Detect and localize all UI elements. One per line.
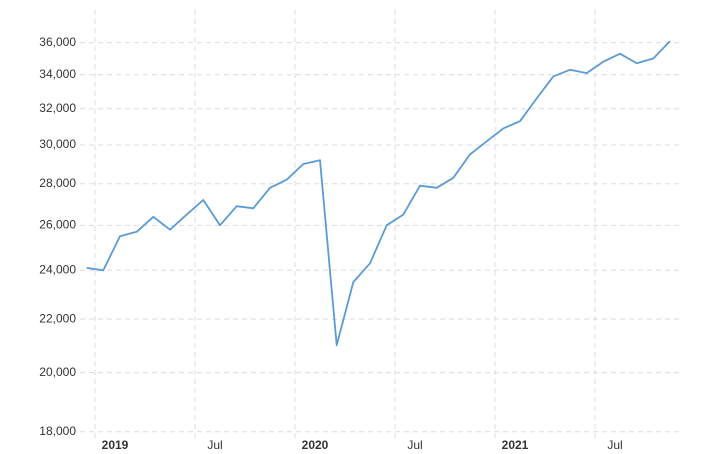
y-tick-label: 34,000	[39, 67, 76, 81]
y-tick-label: 18,000	[39, 424, 76, 438]
x-tick-label: 2020	[302, 438, 329, 452]
y-tick-label: 28,000	[39, 176, 76, 190]
y-tick-label: 20,000	[39, 365, 76, 379]
x-tick-label: Jul	[607, 438, 622, 452]
y-tick-label: 32,000	[39, 101, 76, 115]
x-tick-label: 2019	[102, 438, 129, 452]
x-tick-label: Jul	[207, 438, 222, 452]
x-tick-label: Jul	[407, 438, 422, 452]
y-tick-label: 24,000	[39, 262, 76, 276]
y-tick-label: 36,000	[39, 35, 76, 49]
y-tick-label: 22,000	[39, 311, 76, 325]
x-tick-label: 2021	[502, 438, 529, 452]
y-tick-label: 30,000	[39, 137, 76, 151]
data-line	[86, 40, 671, 347]
y-tick-label: 26,000	[39, 218, 76, 232]
